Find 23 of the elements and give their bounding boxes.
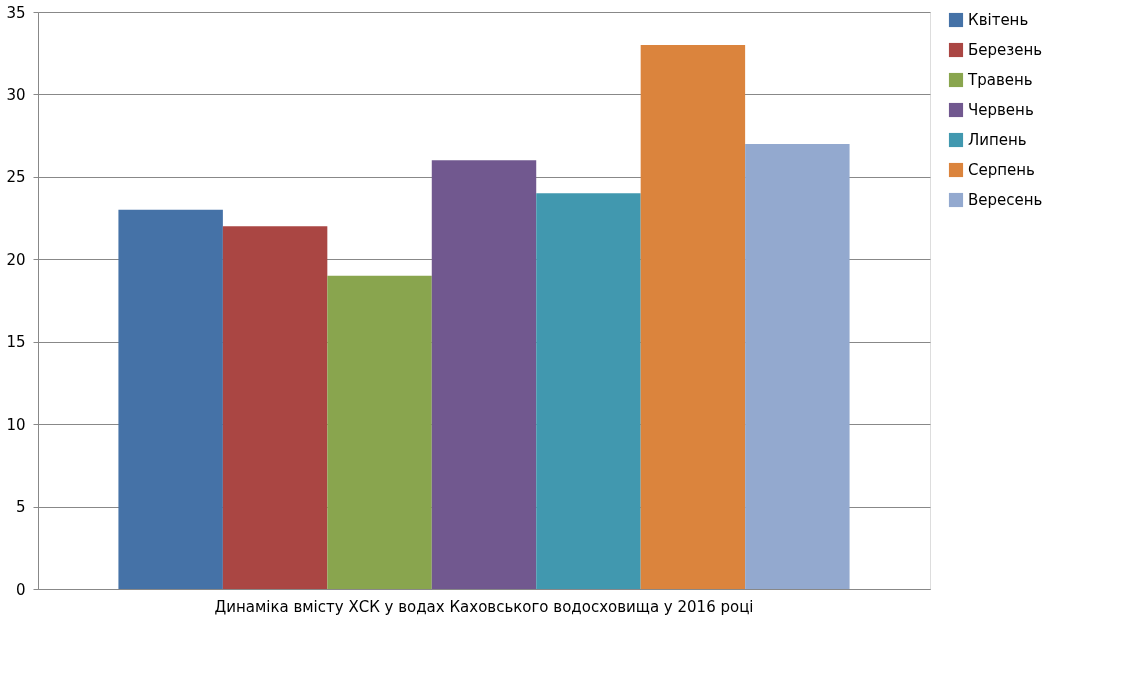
- legend-label: Липень: [968, 131, 1027, 149]
- y-tick-label: 5: [15, 498, 26, 517]
- legend-label: Червень: [968, 101, 1034, 119]
- y-tick-label: 30: [6, 85, 26, 104]
- bar: [745, 143, 850, 589]
- y-tick-label: 25: [6, 168, 26, 187]
- bar: [118, 209, 223, 589]
- legend-label: Квітень: [968, 11, 1029, 29]
- bar: [327, 275, 432, 589]
- bar: [431, 160, 537, 589]
- bar: [640, 44, 746, 589]
- legend-label: Серпень: [968, 161, 1035, 179]
- x-tick-label: Динаміка вмісту ХСК у водах Каховського водосховища у 2016 році: [214, 597, 754, 616]
- y-tick-label: 0: [15, 580, 26, 599]
- bar: [222, 226, 328, 589]
- legend-label: Травень: [967, 71, 1033, 89]
- y-tick-label: 15: [6, 333, 26, 352]
- bar: [536, 193, 641, 589]
- legend-label: Вересень: [968, 191, 1043, 209]
- y-tick-label: 20: [6, 250, 26, 269]
- y-tick-label: 10: [6, 415, 26, 434]
- legend-label: Березень: [968, 41, 1043, 59]
- y-tick-label: 35: [6, 3, 26, 22]
